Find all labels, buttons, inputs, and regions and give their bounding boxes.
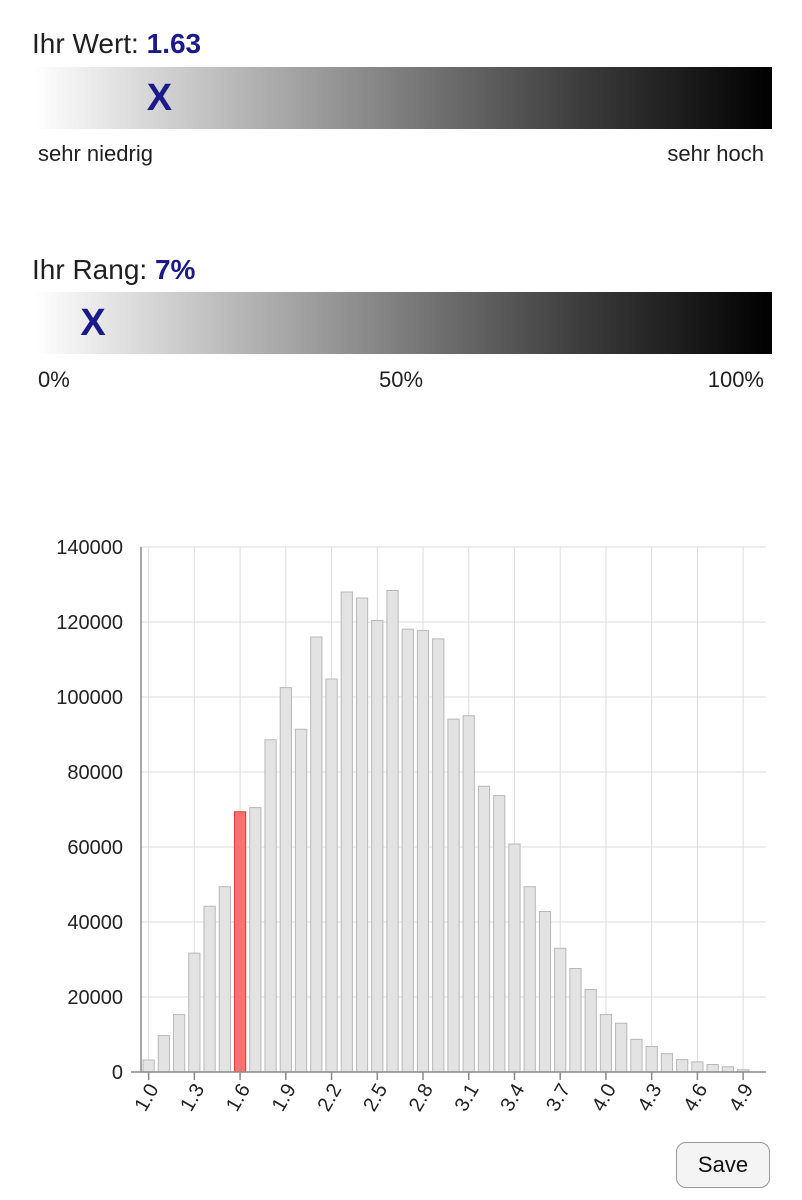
rank-marker: X xyxy=(80,302,106,344)
x-tick-label: 4.3 xyxy=(634,1080,667,1115)
x-tick-label: 2.2 xyxy=(313,1080,346,1115)
histogram-bar xyxy=(462,715,475,1073)
x-tick-label: 1.3 xyxy=(176,1080,209,1115)
histogram-bar xyxy=(218,886,231,1073)
rank-gradient-bar: X xyxy=(34,292,772,354)
y-tick-label: 60000 xyxy=(67,837,123,859)
histogram-bar xyxy=(645,1046,658,1073)
x-tick-label: 1.6 xyxy=(222,1080,255,1115)
histogram-bar xyxy=(416,630,430,1073)
x-tick-label: 3.1 xyxy=(451,1080,484,1115)
histogram-bar xyxy=(310,636,323,1073)
histogram-bar xyxy=(249,807,262,1073)
rank-label: Ihr Rang: xyxy=(32,254,148,285)
y-tick-label: 120000 xyxy=(56,612,123,634)
rank-scale-50-label: 50% xyxy=(379,367,424,392)
histogram-bar xyxy=(294,728,308,1073)
rank-scale-0-label: 0% xyxy=(38,367,70,392)
histogram-bar xyxy=(142,1059,155,1073)
y-tick-label: 0 xyxy=(112,1062,123,1084)
histogram-bar xyxy=(477,785,491,1073)
y-tick-label: 20000 xyxy=(67,987,123,1009)
rank-scale-100-label: 100% xyxy=(707,367,764,392)
y-tick-label: 140000 xyxy=(56,537,123,559)
x-tick-label: 3.7 xyxy=(542,1080,575,1115)
histogram-bar xyxy=(660,1053,674,1073)
y-tick-label: 40000 xyxy=(67,912,123,934)
value-label: Ihr Wert: xyxy=(32,28,139,59)
x-tick-label: 4.6 xyxy=(679,1080,712,1115)
histogram-bar xyxy=(371,620,384,1073)
y-tick-label: 80000 xyxy=(67,762,123,784)
histogram-chart: 0 20000 40000 60000 80000 100000 120000 140000 1… xyxy=(56,537,766,1115)
value-scale-high-label: sehr hoch xyxy=(667,141,764,166)
histogram-bar xyxy=(355,597,369,1073)
value-marker: X xyxy=(146,77,173,119)
histogram-bar xyxy=(676,1059,689,1073)
value-scale-low-label: sehr niedrig xyxy=(38,141,153,166)
histogram-bar xyxy=(279,687,292,1073)
histogram-bar xyxy=(386,590,399,1073)
x-tick-label: 3.4 xyxy=(496,1080,529,1115)
x-tick-label: 1.9 xyxy=(268,1080,301,1115)
histogram-bar xyxy=(508,843,521,1073)
x-tick-label: 1.0 xyxy=(131,1080,164,1115)
histogram-bar xyxy=(721,1066,735,1073)
histogram-bar xyxy=(203,905,216,1073)
rank-number: 7% xyxy=(154,254,196,285)
histogram-bar xyxy=(493,795,506,1073)
save-button[interactable]: Save xyxy=(676,1142,770,1188)
rank-heading: Ihr Rang: 7% xyxy=(32,254,195,286)
histogram-bar xyxy=(554,947,567,1073)
histogram-bar xyxy=(447,718,460,1073)
value-heading: Ihr Wert: 1.63 xyxy=(32,28,201,60)
x-tick-label: 4.9 xyxy=(725,1080,758,1115)
histogram-bar xyxy=(569,968,582,1073)
histogram-bar xyxy=(523,886,536,1073)
histogram-bar xyxy=(188,952,201,1073)
histogram-bar xyxy=(340,591,353,1073)
histogram-bar xyxy=(584,989,597,1073)
histogram-bar xyxy=(325,678,338,1073)
x-tick-label: 2.8 xyxy=(405,1080,438,1115)
histogram-bar-highlighted xyxy=(233,811,247,1073)
histogram-bar xyxy=(157,1035,170,1073)
histogram-bar xyxy=(615,1022,628,1073)
histogram-bar xyxy=(264,739,277,1073)
value-number: 1.63 xyxy=(146,28,202,59)
value-gradient-bar: X xyxy=(34,67,772,129)
histogram-bar xyxy=(432,638,445,1073)
histogram-bar xyxy=(691,1061,704,1073)
histogram-bar xyxy=(538,911,552,1073)
histogram-bar xyxy=(630,1038,643,1073)
y-tick-label: 100000 xyxy=(56,687,123,709)
histogram-bar xyxy=(706,1064,719,1073)
x-tick-label: 4.0 xyxy=(588,1080,621,1115)
histogram-bar xyxy=(599,1014,613,1073)
histogram-bar xyxy=(401,628,414,1073)
x-tick-label: 2.5 xyxy=(359,1080,392,1115)
histogram-bar xyxy=(172,1014,186,1073)
